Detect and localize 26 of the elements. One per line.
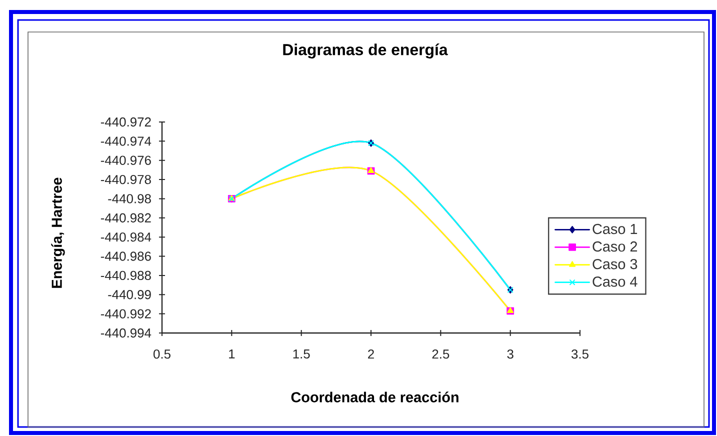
y-tick-label: -440.978 xyxy=(100,174,151,184)
chart-title: Diagramas de energía xyxy=(283,43,448,59)
y-tick-label: -440.982 xyxy=(100,213,151,222)
x-tick-label: 1 xyxy=(229,349,235,358)
x-tick-label: 3.5 xyxy=(572,349,588,359)
y-tick-label: -440.98 xyxy=(108,194,151,204)
y-tick-label: -440.988 xyxy=(100,270,151,280)
x-tick-label: 0.5 xyxy=(154,349,170,359)
legend-label: Caso 3 xyxy=(592,258,638,270)
x-tick-label: 2 xyxy=(368,349,374,359)
legend-label: Caso 4 xyxy=(592,276,638,287)
y-tick-label: -440.99 xyxy=(108,290,151,300)
legend-label: Caso 2 xyxy=(592,241,638,252)
y-tick-label: -440.976 xyxy=(100,156,151,165)
y-tick-label: -440.992 xyxy=(100,309,151,318)
x-tick-label: 3 xyxy=(507,349,514,359)
y-axis-title: Energía, Hartree xyxy=(51,178,65,288)
y-tick-label: -440.984 xyxy=(100,232,152,242)
y-tick-label: -440.972 xyxy=(100,117,151,127)
x-tick-label: 1.5 xyxy=(293,349,310,359)
y-tick-label: -440.974 xyxy=(100,136,152,146)
legend-label: Caso 1 xyxy=(592,224,638,234)
y-tick-label: -440.986 xyxy=(100,252,151,261)
y-tick-label: -440.994 xyxy=(100,328,152,338)
x-axis-title: Coordenada de reacción xyxy=(291,392,458,402)
x-tick-label: 2.5 xyxy=(432,349,450,359)
